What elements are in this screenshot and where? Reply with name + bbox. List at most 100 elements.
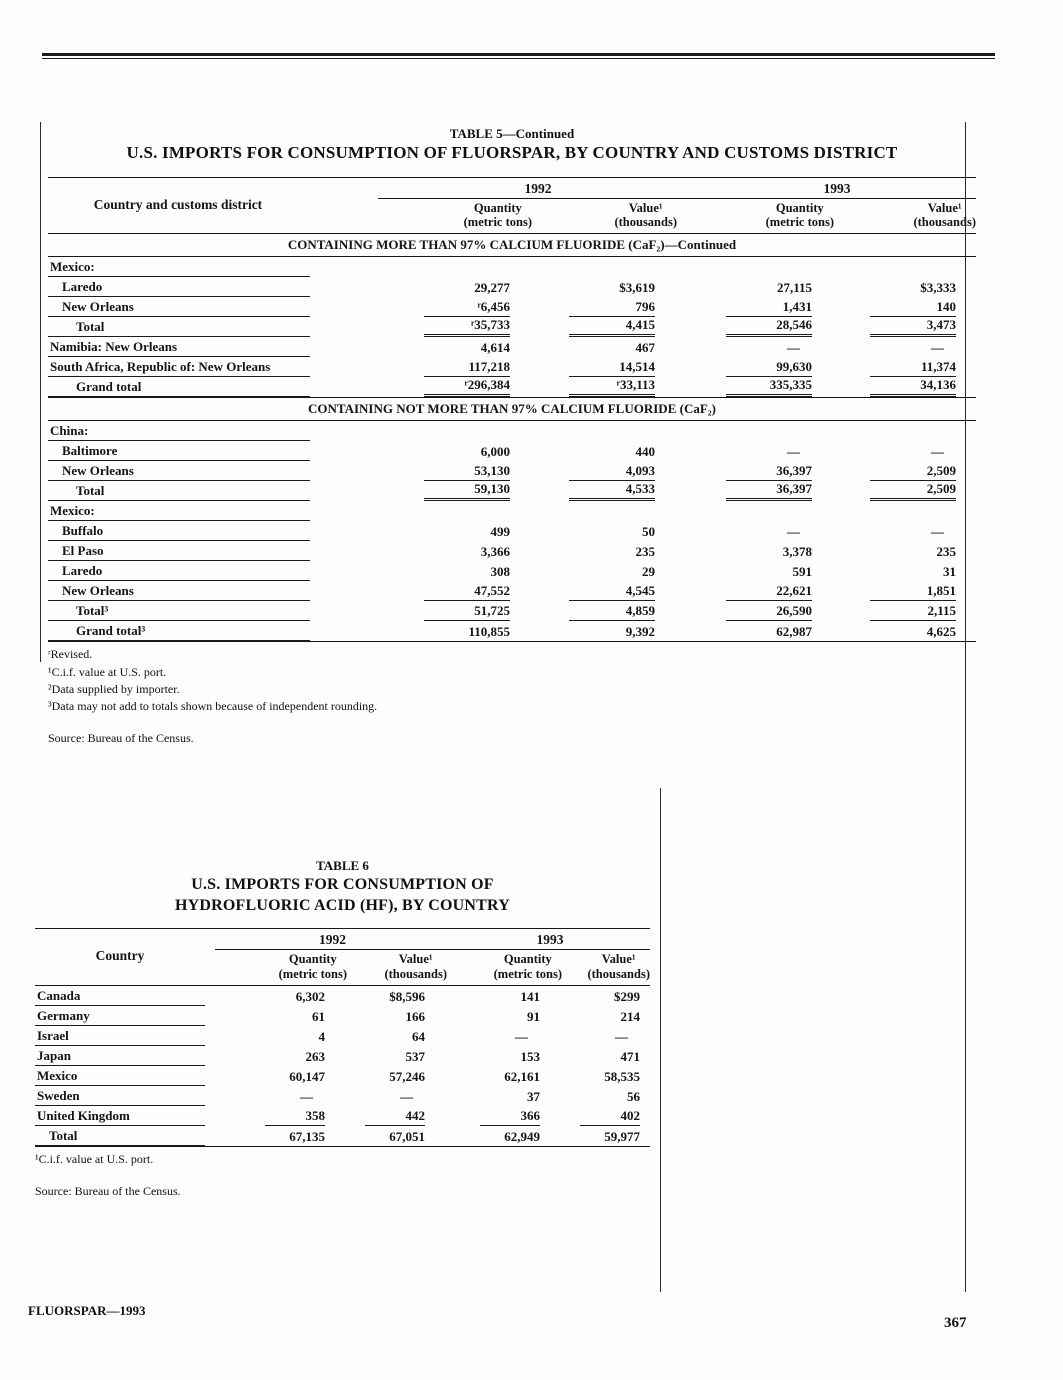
- value-cell: ʳ33,113: [553, 377, 698, 398]
- row-stub: South Africa, Republic of: New Orleans: [48, 357, 378, 378]
- value-cell: 166: [365, 1006, 450, 1026]
- value-cell: 62,161: [450, 1066, 575, 1086]
- value-cell: [553, 501, 698, 521]
- row-stub: United Kingdom: [35, 1106, 215, 1126]
- value-text: 34,136: [870, 377, 956, 398]
- value-cell: 36,397: [698, 481, 858, 502]
- value-cell: 4,614: [378, 337, 553, 357]
- col-header-line: Quantity: [775, 200, 824, 215]
- value-text: 214: [620, 1008, 641, 1024]
- row-label: United Kingdom: [35, 1106, 205, 1126]
- value-cell: [553, 257, 698, 278]
- table6-number-label: TABLE 6: [316, 858, 369, 873]
- row-stub: Laredo: [48, 277, 378, 298]
- value-cell: —: [365, 1086, 450, 1106]
- value-cell: 91: [450, 1006, 575, 1026]
- value-cell: —: [698, 521, 858, 541]
- col-header-line: (thousands): [587, 966, 650, 981]
- value-text: 1,851: [870, 583, 956, 602]
- table5-data-row: Mexico:: [48, 501, 976, 522]
- value-cell: [858, 257, 976, 278]
- value-cell: 2,115: [858, 601, 976, 622]
- value-text: 471: [620, 1048, 641, 1064]
- table5-data-row: Total 59,130 4,533 36,397 2,509: [48, 481, 976, 502]
- value-text: 2,509: [870, 463, 956, 482]
- row-stub: Canada: [35, 985, 215, 1006]
- value-text: 499: [490, 524, 511, 540]
- value-cell: 26,590: [698, 601, 858, 622]
- value-text: —: [515, 1028, 528, 1044]
- value-text: 91: [527, 1008, 540, 1024]
- value-cell: 263: [215, 1046, 365, 1066]
- row-label: Total³: [48, 601, 310, 622]
- value-text: 99,630: [726, 359, 812, 378]
- value-text: 62,161: [504, 1068, 540, 1084]
- table5-data-row: New Orleans ʳ6,456 796 1,431 140: [48, 297, 976, 318]
- value-text: 4,533: [569, 481, 655, 502]
- row-label: New Orleans: [48, 297, 310, 318]
- value-cell: 37: [450, 1086, 575, 1106]
- table6-col-header-val-1993: Value¹ (thousands): [575, 949, 650, 986]
- value-text: 467: [635, 340, 656, 356]
- table6-main-title-line2: HYDROFLUORIC ACID (HF), BY COUNTRY: [175, 896, 510, 914]
- row-label: Namibia: New Orleans: [48, 337, 310, 358]
- row-label: Laredo: [48, 277, 310, 298]
- value-text: —: [300, 1088, 313, 1104]
- table5-data-row: New Orleans 53,130 4,093 36,397 2,509: [48, 461, 976, 482]
- value-cell: 34,136: [858, 377, 976, 398]
- table5-year-header-row: Country and customs district 1992 1993: [48, 177, 976, 212]
- table6-year-1992: 1992: [215, 928, 450, 951]
- table6-data-row: Sweden — — 37 56: [35, 1086, 650, 1106]
- value-cell: 308: [378, 561, 553, 581]
- value-cell: 110,855: [378, 621, 553, 642]
- value-cell: 591: [698, 561, 858, 581]
- table6-data-row: Total 67,135 67,051 62,949 59,977: [35, 1126, 650, 1147]
- value-cell: 62,949: [450, 1126, 575, 1147]
- value-cell: 99,630: [698, 357, 858, 378]
- value-cell: 11,374: [858, 357, 976, 378]
- value-text: 358: [265, 1108, 325, 1126]
- footnote-line: ³Data may not add to totals shown becaus…: [48, 698, 378, 713]
- table6-data-row: Canada 6,302 $8,596 141 $299: [35, 985, 650, 1006]
- value-text: 61: [312, 1008, 325, 1024]
- row-stub: Namibia: New Orleans: [48, 337, 378, 358]
- value-text: 3,366: [480, 544, 510, 560]
- table6-data-row: Japan 263 537 153 471: [35, 1046, 650, 1066]
- value-cell: 499: [378, 521, 553, 541]
- table5-data-row: Baltimore 6,000 440 — —: [48, 441, 976, 462]
- row-stub: Mexico:: [48, 501, 378, 522]
- value-cell: 59,977: [575, 1126, 650, 1147]
- row-label: Canada: [35, 986, 205, 1006]
- row-label: New Orleans: [48, 461, 310, 482]
- value-text: 58,535: [604, 1068, 640, 1084]
- value-text: 59,130: [424, 481, 510, 502]
- value-cell: —: [215, 1086, 365, 1106]
- table5-data-row: Laredo 308 29 591 31: [48, 561, 976, 582]
- table5-data-row: Total³ 51,725 4,859 26,590 2,115: [48, 601, 976, 622]
- row-stub: Total: [48, 317, 378, 338]
- value-text: 29: [642, 564, 655, 580]
- value-cell: 153: [450, 1046, 575, 1066]
- col-header-line: Value¹: [927, 200, 962, 215]
- value-cell: ʳ35,733: [378, 317, 553, 338]
- table5-section: TABLE 5—Continued U.S. IMPORTS FOR CONSU…: [48, 126, 976, 746]
- value-text: 166: [405, 1008, 426, 1024]
- value-text: 6,302: [295, 988, 325, 1004]
- table5-data-row: New Orleans 47,552 4,545 22,621 1,851: [48, 581, 976, 602]
- value-cell: [378, 421, 553, 442]
- value-text: 62,987: [776, 624, 812, 640]
- table5-footnotes: ʳRevised. ¹C.i.f. value at U.S. port. ²Dat…: [48, 646, 976, 714]
- value-text: 591: [792, 564, 813, 580]
- value-text: 4,614: [480, 340, 510, 356]
- value-text: 2,509: [870, 481, 956, 502]
- value-text: 14,514: [569, 359, 655, 378]
- col-header-line: Value¹: [398, 952, 433, 967]
- table5-data-row: Total ʳ35,733 4,415 28,546 3,473: [48, 317, 976, 338]
- section-heading-row: CONTAINING MORE THAN 97% CALCIUM FLUORID…: [48, 233, 976, 258]
- row-label: Total: [48, 317, 310, 338]
- value-cell: 3,473: [858, 317, 976, 338]
- row-stub: Total³: [48, 601, 378, 622]
- value-text: 29,277: [474, 280, 510, 296]
- value-text: 140: [870, 299, 956, 318]
- value-cell: 59,130: [378, 481, 553, 502]
